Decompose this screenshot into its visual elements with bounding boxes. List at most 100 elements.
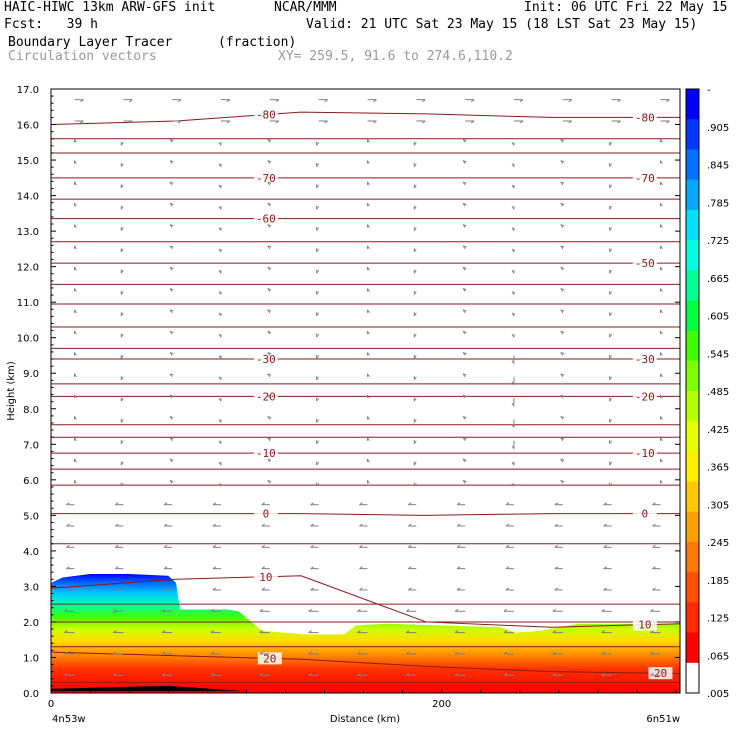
vector-head [652, 587, 656, 591]
vector-head [161, 608, 166, 612]
vector-head [554, 523, 559, 527]
vector-head [359, 566, 363, 570]
contour-label: 10 [259, 571, 272, 584]
vector-head [560, 181, 565, 184]
contour-label: 10 [638, 619, 651, 632]
contour-label-bg [253, 570, 278, 583]
vector-head [74, 394, 77, 399]
vector-head [218, 397, 222, 402]
vector-head [601, 630, 605, 634]
vector-head [212, 523, 217, 527]
vector-head [511, 163, 515, 167]
vector-head [218, 184, 222, 189]
vector-head [267, 330, 272, 334]
vector-head [660, 245, 663, 250]
vector-head [408, 523, 412, 527]
colorbar-label: .545 [707, 349, 729, 360]
vector-head [503, 630, 508, 634]
vector-head [177, 99, 182, 103]
vector-head [462, 352, 467, 355]
vector-head [470, 99, 475, 103]
colorbar-swatch [686, 240, 699, 271]
vector-head [267, 373, 272, 376]
vector-head [74, 373, 77, 378]
vector-head [114, 544, 119, 548]
vector-head [511, 142, 515, 146]
vector-head [66, 587, 70, 591]
vector-head [259, 672, 264, 676]
vector-head [161, 630, 166, 634]
vector-head [511, 360, 515, 364]
init-time: Init: 06 UTC Fri 22 May 15 [524, 0, 728, 15]
vector-head [74, 139, 77, 143]
colorbar-swatch [686, 391, 699, 422]
colorbar-label: .905 [707, 123, 729, 134]
vector-head [169, 352, 174, 355]
vector-head [261, 523, 266, 527]
colorbar-label: .485 [707, 387, 729, 398]
contour-label: -70 [635, 172, 655, 185]
colorbar-swatch [686, 89, 699, 120]
colorbar-swatch [686, 209, 699, 241]
vector-head [511, 205, 515, 210]
x-axis-label: Distance (km) [330, 714, 400, 725]
vector-head [74, 288, 77, 292]
vector-head [560, 373, 565, 376]
vector-head [603, 544, 607, 548]
vector-head [74, 480, 77, 484]
vector-head [462, 202, 467, 206]
vector-head [218, 461, 222, 466]
vector-head [310, 502, 314, 506]
vector-head [267, 437, 272, 440]
colorbar-swatch [686, 481, 699, 513]
vector-head [367, 139, 370, 143]
vector-head [456, 544, 461, 548]
vector-head [367, 480, 370, 484]
contour-label-bg [632, 353, 657, 366]
vector-head [603, 587, 607, 591]
vector-head [617, 99, 621, 103]
vector-head [503, 608, 508, 612]
vector-head [560, 415, 565, 419]
y-tick-label: 2.0 [23, 618, 39, 629]
vector-head [462, 224, 467, 227]
vector-head [74, 330, 77, 335]
contour-label-bg [253, 353, 278, 366]
vector-head [218, 376, 222, 381]
vector-head [552, 672, 557, 676]
vector-head [212, 502, 217, 506]
colorbar-label: .125 [707, 614, 729, 625]
contour-label: 0 [642, 508, 649, 521]
vector-head [511, 424, 515, 428]
vector-head [259, 651, 264, 655]
vector-head [169, 266, 174, 270]
vector-head [511, 402, 515, 407]
vector-head [169, 181, 174, 184]
vector-head [462, 394, 467, 397]
vector-head [357, 608, 361, 612]
vector-head [267, 415, 272, 419]
vector-head [511, 333, 515, 338]
vector-head [210, 651, 215, 655]
vector-head [212, 544, 217, 548]
vector-head [456, 587, 461, 591]
contour-label-bg [648, 667, 673, 680]
colorbar-swatch [686, 149, 699, 181]
contour-label-bg [632, 111, 657, 124]
contour-label-bg [632, 618, 657, 631]
vector-head [218, 205, 222, 210]
x-end-label: 6n51w [646, 714, 680, 725]
contour-label-bg [632, 447, 657, 460]
vector-head [568, 120, 573, 124]
vector-head [519, 120, 524, 124]
contour-label: -70 [256, 172, 276, 185]
vector-head [462, 309, 467, 312]
vector-head [456, 523, 461, 527]
vector-head [210, 630, 215, 634]
vector-head [367, 458, 370, 463]
vector-head [422, 99, 426, 103]
vector-head [660, 224, 663, 228]
colorbar-swatch [686, 542, 699, 573]
vector-head [169, 437, 174, 440]
vector-head [128, 120, 133, 124]
